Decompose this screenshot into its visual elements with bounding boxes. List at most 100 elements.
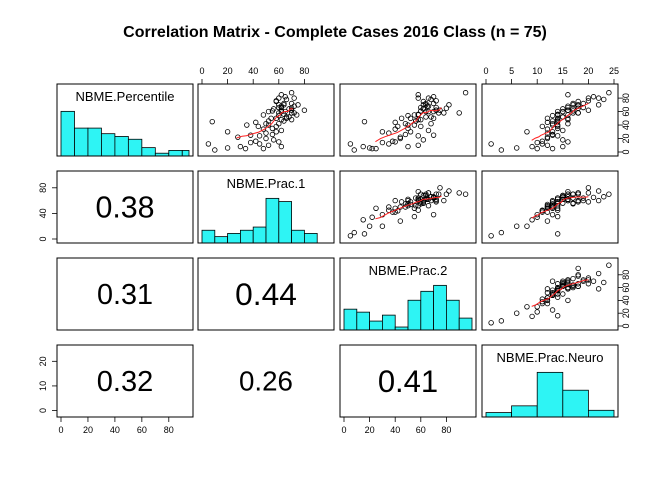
scatter-point [549, 112, 556, 119]
scatter-point [565, 188, 571, 195]
scatter-point [595, 286, 602, 292]
tick-label: 10 [38, 381, 48, 391]
scatter-point [415, 111, 421, 117]
panel-grid: NBME.Percentile 0.38 NBME.Prac.1 0.31 0.44 NB… [38, 66, 631, 435]
panel-0-3 [481, 83, 619, 157]
histogram-bar [60, 110, 75, 157]
panel-3-1: 0.26 [239, 366, 293, 397]
histogram-bar [343, 308, 358, 331]
scatter-point [529, 143, 535, 150]
tick-label: 0 [483, 66, 488, 76]
scatter-point [570, 275, 576, 282]
panel-3-3: NBME.Prac.Neuro [481, 344, 619, 418]
scatter-point [436, 110, 442, 116]
scatter-point [425, 190, 432, 196]
tick-label: 25 [609, 66, 619, 76]
histogram-bar [420, 290, 434, 331]
right-axis: 0 20 40 60 80 [618, 270, 631, 329]
scatter-point [539, 209, 546, 215]
scatter-point [590, 194, 597, 201]
scatter-point [554, 294, 561, 300]
scatter-point [560, 291, 566, 297]
scatter-point [534, 145, 540, 152]
scatter-point [361, 231, 368, 237]
chart-title: Correlation Matrix - Complete Cases 2016… [123, 24, 547, 41]
scatter-point [278, 127, 285, 134]
tick-label: 15 [558, 66, 568, 76]
smoother-line [531, 196, 589, 219]
scatter-point [443, 105, 450, 111]
scatter-point [539, 138, 546, 144]
scatter-point [606, 191, 612, 197]
histogram-bar [369, 320, 383, 331]
histogram-bar [511, 405, 538, 418]
scatter-point [276, 121, 282, 127]
scatter-point [575, 273, 581, 279]
scatter-point [407, 115, 414, 122]
scatter-point [291, 103, 297, 109]
tick-label: 60 [621, 283, 631, 293]
scatter-point [265, 122, 272, 128]
scatter-point [554, 213, 561, 220]
tick-label: 80 [164, 425, 174, 435]
scatter-point [281, 118, 287, 124]
scatter-point [575, 283, 581, 290]
scatter-point [392, 126, 398, 132]
scatter-point [256, 141, 263, 147]
scatter-point [565, 139, 571, 145]
histogram-bar [87, 127, 102, 157]
correlation-value: 0.38 [95, 192, 154, 225]
scatter-point [278, 143, 285, 150]
scatter-point [379, 223, 386, 229]
panel-frame [339, 83, 477, 157]
scatter-point [544, 300, 551, 307]
scatter-point [395, 123, 401, 130]
tick-label: 60 [274, 66, 284, 76]
scatter-point [423, 114, 429, 120]
left-axis: 0 10 20 [38, 356, 57, 413]
histogram-bar [458, 317, 473, 331]
scatter-point [260, 126, 267, 132]
scatter-point [420, 192, 427, 199]
scatter-point [397, 135, 404, 142]
scatter-point [446, 188, 452, 194]
scatter-point [560, 137, 566, 143]
panel-frame [56, 257, 194, 331]
scatter-point [554, 125, 561, 132]
scatter-point [488, 233, 494, 239]
scatter-point [575, 197, 581, 204]
histogram-bar [168, 150, 183, 157]
correlation-value: 0.31 [97, 279, 153, 311]
scatter-point [433, 98, 439, 104]
histogram-bar [227, 233, 241, 244]
panel-frame [339, 344, 477, 418]
scatter-point [544, 119, 551, 126]
scatter-point [570, 108, 576, 114]
scatter-point [281, 100, 287, 107]
tick-label: 60 [137, 425, 147, 435]
scatter-point [549, 201, 556, 207]
scatter-point [443, 191, 450, 197]
scatter-point [260, 145, 267, 152]
scatter-point [205, 141, 212, 147]
scatter-point [565, 191, 571, 197]
scatter-point [554, 133, 561, 139]
scatter-point [253, 138, 259, 144]
histogram-bar [265, 197, 280, 244]
scatter-point [498, 229, 505, 236]
scatter-point [549, 129, 556, 135]
panel-frame [197, 257, 335, 331]
histogram-bar [562, 389, 589, 418]
scatter-point [565, 121, 571, 127]
tick-label: 40 [621, 295, 631, 305]
panel-frame [197, 83, 335, 157]
scatter-point [425, 203, 432, 209]
histogram-bar [381, 314, 396, 331]
scatter-point [462, 191, 469, 197]
histogram-bar [588, 409, 615, 418]
scatter-point [379, 129, 386, 135]
scatter-point [415, 188, 421, 195]
scatter-point [276, 104, 282, 111]
tick-label: 20 [38, 356, 48, 366]
